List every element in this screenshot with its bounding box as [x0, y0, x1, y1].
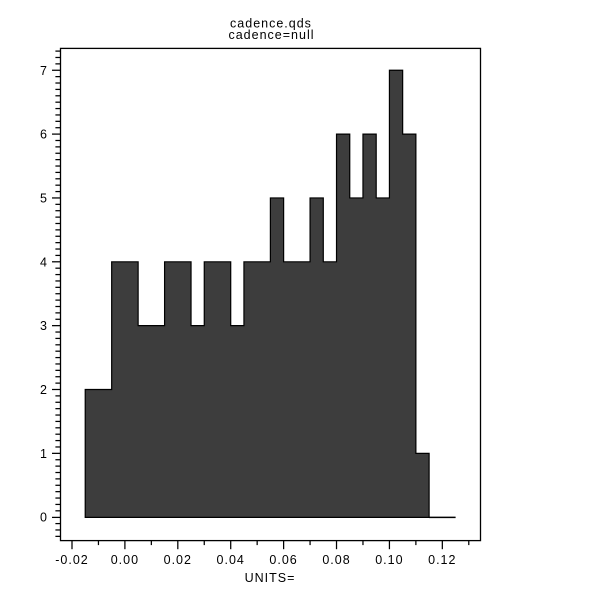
- svg-text:7: 7: [40, 64, 48, 78]
- svg-text:3: 3: [40, 319, 48, 333]
- svg-text:0.06: 0.06: [269, 553, 297, 567]
- svg-text:0: 0: [40, 511, 48, 525]
- svg-text:0.00: 0.00: [111, 553, 139, 567]
- svg-text:4: 4: [40, 255, 48, 269]
- svg-text:-0.02: -0.02: [55, 553, 89, 567]
- svg-text:6: 6: [40, 128, 48, 142]
- svg-text:0.08: 0.08: [322, 553, 350, 567]
- svg-text:1: 1: [40, 447, 48, 461]
- svg-text:0.02: 0.02: [164, 553, 192, 567]
- svg-text:cadence=null: cadence=null: [228, 28, 314, 42]
- svg-text:2: 2: [40, 383, 48, 397]
- svg-text:0.12: 0.12: [428, 553, 456, 567]
- svg-text:0.10: 0.10: [375, 553, 403, 567]
- svg-text:5: 5: [40, 192, 48, 206]
- svg-text:cadence.qds: cadence.qds: [230, 17, 312, 31]
- svg-text:UNITS=: UNITS=: [245, 571, 296, 585]
- svg-text:0.04: 0.04: [217, 553, 245, 567]
